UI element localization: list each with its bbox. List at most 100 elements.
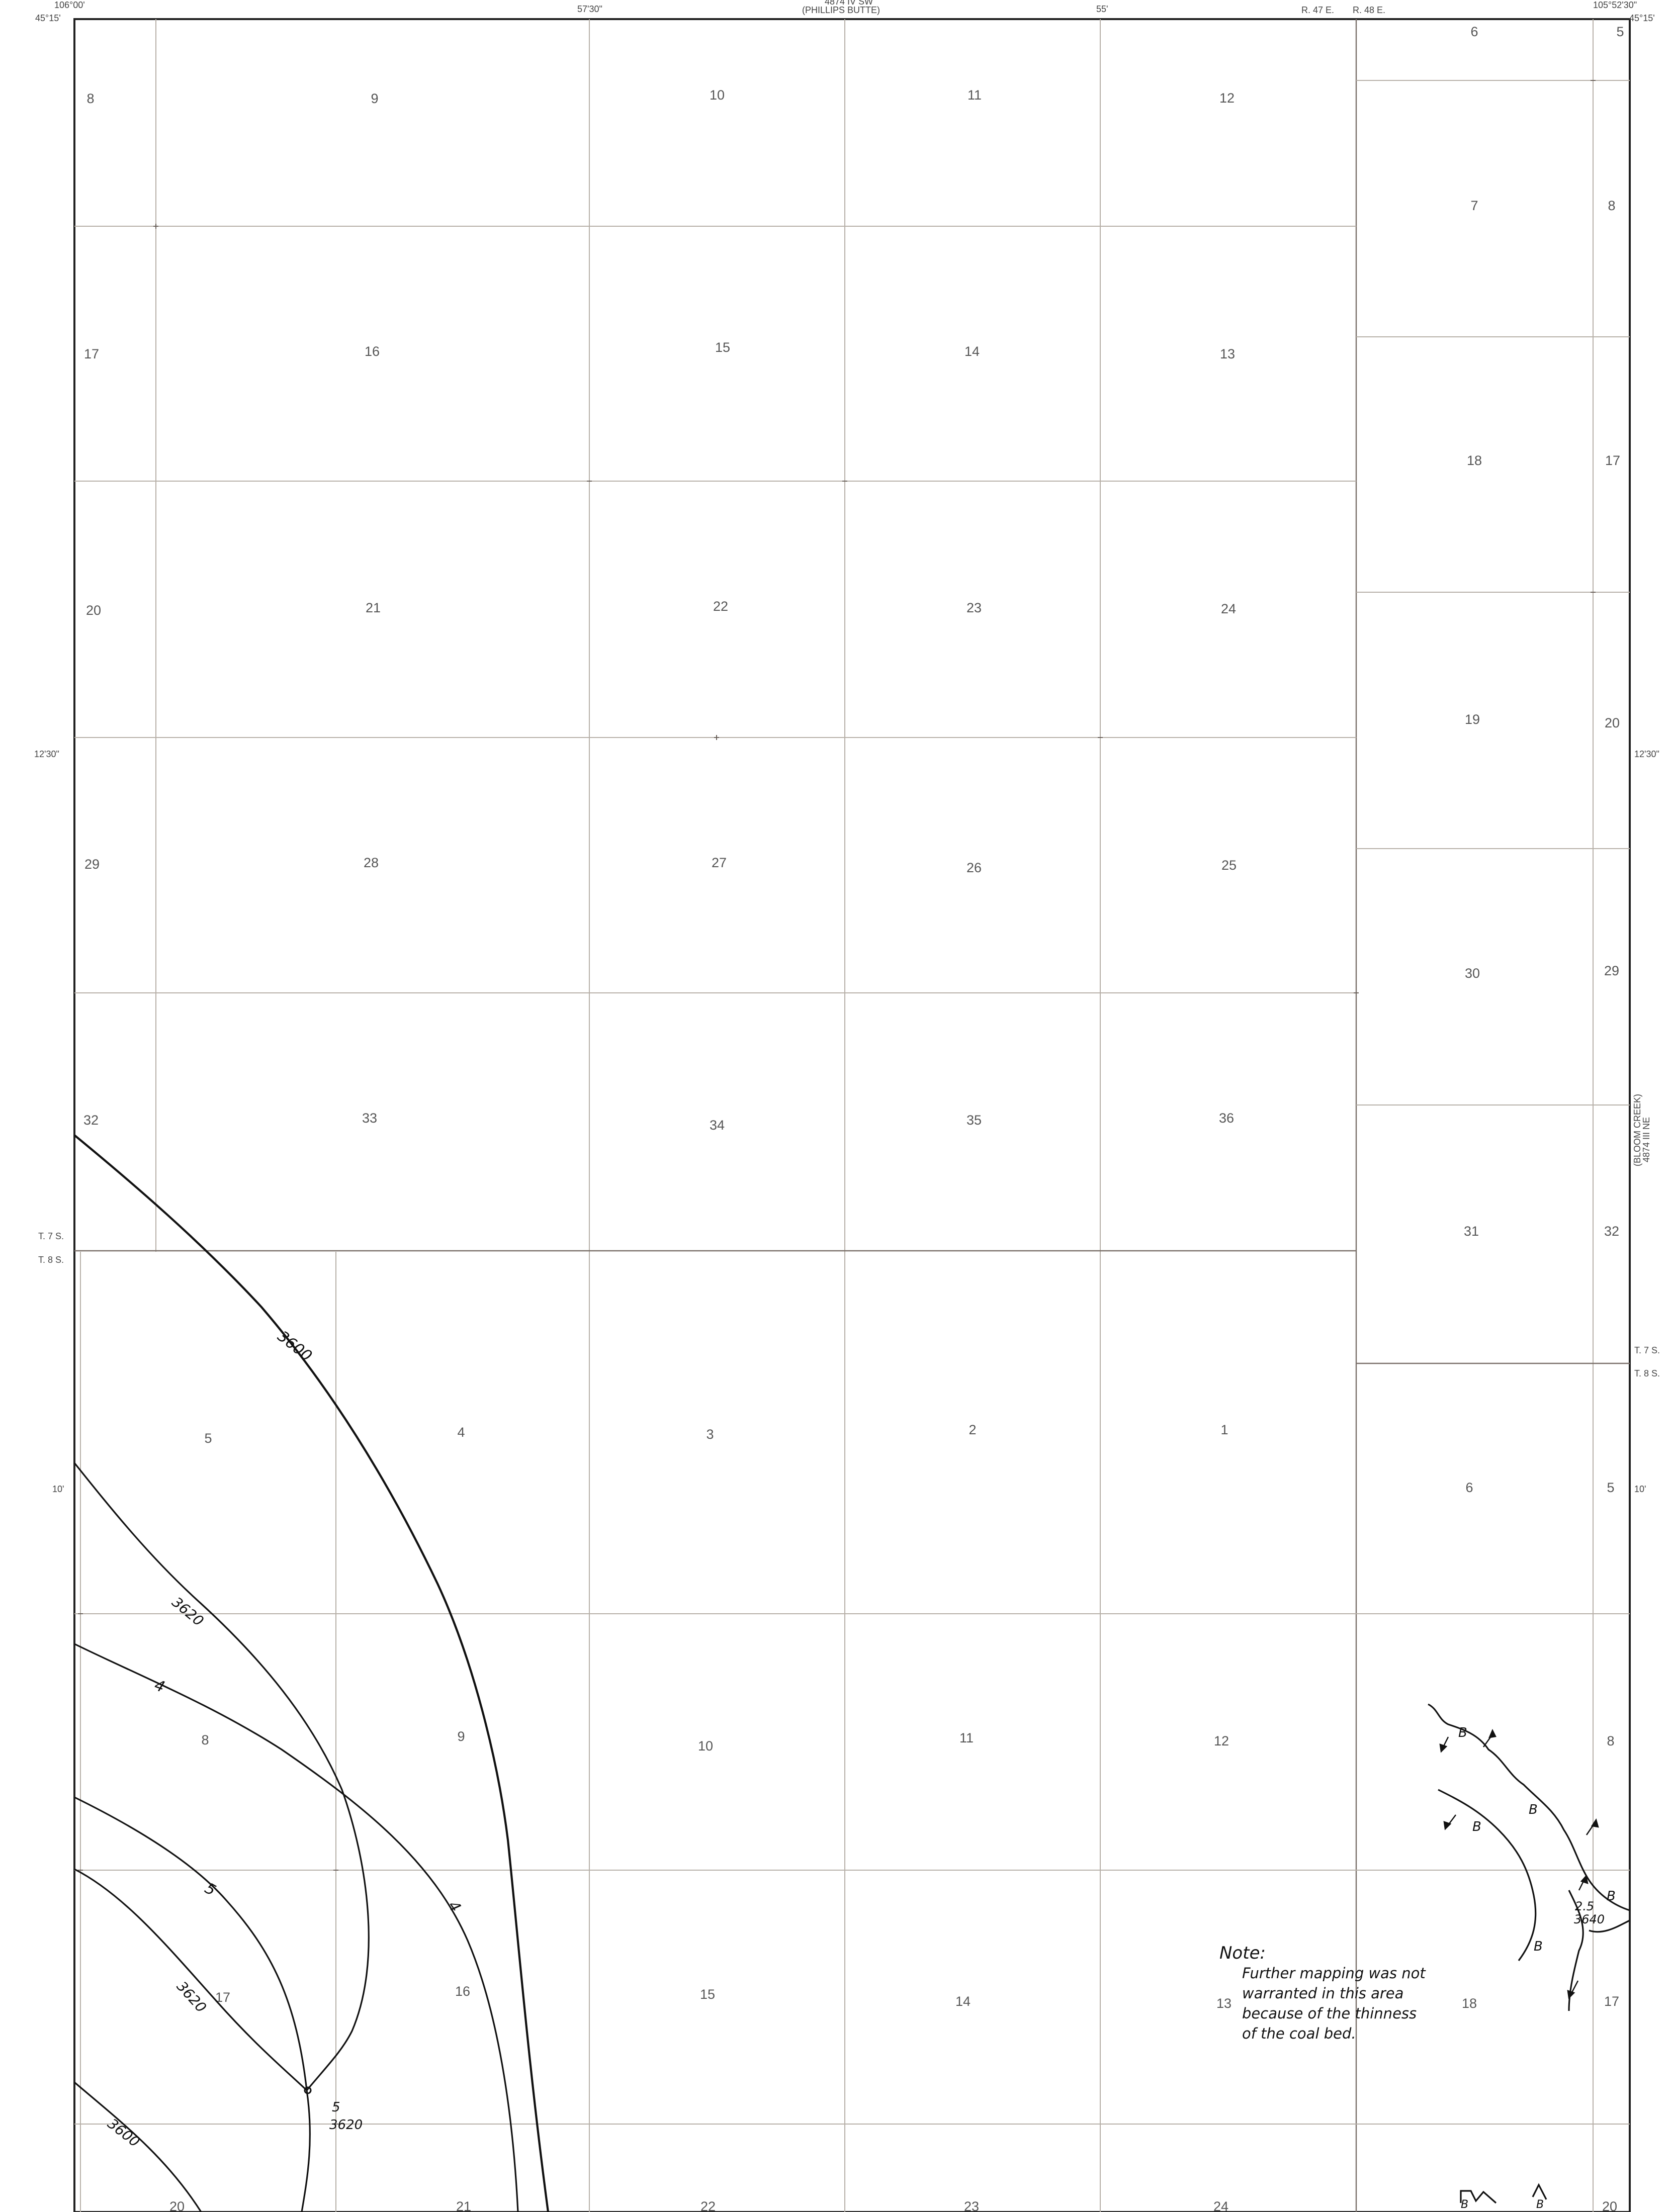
section-number-18a: 18: [1467, 453, 1482, 468]
section-number-22a: 22: [713, 599, 728, 614]
section-number-28a: 28: [364, 855, 379, 870]
section-number-11b: 11: [959, 1730, 974, 1745]
map-margin: 106°00' 45°15' 57'30" 4874 IV SW (PHILLI…: [34, 0, 1660, 1494]
section-number-15a: 15: [715, 340, 730, 355]
section-number-3b: 3: [706, 1427, 714, 1442]
lat-1230-right-label: 12'30": [1634, 749, 1659, 759]
contour-labels: 3600 3620 4 4 5 3620 3600 5 3620: [105, 1328, 464, 2151]
section-number-23a: 23: [966, 600, 982, 615]
drill-hole-symbol: [304, 2086, 312, 2094]
township-t7-right: T. 7 S.: [1634, 1345, 1660, 1355]
section-number-15b: 15: [700, 1987, 715, 2002]
outcrop-boundary: B B B B B B B 2.5 3640: [1428, 1703, 1630, 2211]
lat-top-left-label: 45°15': [35, 13, 61, 23]
lon-55-label: 55': [1096, 4, 1108, 14]
section-number-16a: 16: [365, 344, 380, 359]
section-number-6a: 6: [1470, 24, 1478, 39]
section-number-8d: 8: [1607, 1733, 1614, 1748]
section-number-22b: 22: [700, 2199, 716, 2212]
lon-left-label: 106°00': [54, 0, 85, 10]
section-number-17a: 17: [84, 346, 99, 361]
contour-label-3600-upper: 3600: [274, 1328, 315, 1365]
section-number-34a: 34: [710, 1118, 725, 1133]
section-number-20a: 20: [86, 603, 101, 618]
section-number-35a: 35: [966, 1113, 982, 1128]
section-number-12a: 12: [1219, 90, 1235, 106]
section-number-32a: 32: [83, 1113, 99, 1128]
township-t7-left: T. 7 S.: [38, 1231, 64, 1241]
range-48-label: R. 48 E.: [1353, 5, 1385, 15]
outcrop-marker-6: B: [1461, 2198, 1468, 2211]
drill-hole-thickness: 5: [332, 2100, 340, 2115]
section-number-19a: 19: [1465, 712, 1480, 727]
section-number-20c: 20: [169, 2199, 185, 2212]
note-line-2: warranted in this area: [1242, 1985, 1403, 2002]
section-number-24a: 24: [1221, 601, 1236, 616]
outcrop-marker-3: B: [1472, 1819, 1481, 1834]
section-number-10b: 10: [698, 1738, 713, 1754]
adjacent-top-code: 4874 IV SW: [825, 0, 873, 7]
section-number-27a: 27: [712, 855, 727, 870]
section-number-26a: 26: [966, 860, 982, 875]
section-number-14b: 14: [955, 1994, 971, 2009]
section-number-24b: 24: [1213, 2199, 1228, 2212]
lat-1230-left-label: 12'30": [34, 749, 59, 759]
outcrop-thickness: 2.5: [1575, 1899, 1594, 1913]
section-number-8a: 8: [86, 91, 94, 106]
outcrop-marker-2: B: [1529, 1802, 1538, 1817]
section-number-12b: 12: [1214, 1733, 1229, 1748]
section-number-9b: 9: [457, 1729, 465, 1744]
note-line-1: Further mapping was not: [1242, 1965, 1426, 1982]
section-number-21a: 21: [366, 600, 381, 615]
section-grid: [73, 18, 1631, 2212]
township-t8-right: T. 8 S.: [1634, 1368, 1660, 1378]
section-number-5a: 5: [1616, 24, 1624, 39]
section-number-17d: 17: [1604, 1994, 1619, 2009]
township-t8-left: T. 8 S.: [38, 1255, 64, 1265]
mapping-note: Note: Further mapping was not warranted …: [1219, 1943, 1426, 2042]
section-number-5b: 5: [204, 1431, 212, 1446]
section-number-1b: 1: [1220, 1422, 1228, 1437]
section-number-17b: 17: [1605, 453, 1620, 468]
outcrop-marker-1: B: [1458, 1725, 1467, 1740]
section-number-9a: 9: [371, 91, 378, 106]
section-number-8c: 8: [201, 1732, 209, 1747]
map-frame: [73, 18, 1631, 2212]
note-title: Note:: [1219, 1943, 1266, 1963]
section-number-33a: 33: [362, 1111, 377, 1126]
lon-right-label: 105°52'30": [1593, 0, 1637, 10]
section-number-30a: 30: [1465, 966, 1480, 981]
adjacent-top-name: (PHILLIPS BUTTE): [802, 5, 880, 15]
contour-lines: [73, 1134, 550, 2212]
outcrop-marker-5: B: [1534, 1939, 1543, 1954]
note-line-3: because of the thinness: [1242, 2005, 1417, 2022]
section-number-25a: 25: [1221, 858, 1237, 873]
section-number-32b: 32: [1604, 1224, 1619, 1239]
section-number-11a: 11: [967, 87, 982, 103]
adjacent-right-name: (BLOOM CREEK): [1632, 1094, 1642, 1166]
section-number-10a: 10: [710, 87, 725, 103]
section-number-20b: 20: [1605, 715, 1620, 730]
section-number-23b: 23: [964, 2199, 979, 2212]
section-number-13b: 13: [1216, 1996, 1231, 2011]
lat-top-right-label: 45°15': [1629, 13, 1655, 23]
section-number-36a: 36: [1219, 1111, 1234, 1126]
section-number-16b: 16: [455, 1984, 470, 1999]
range-47-label: R. 47 E.: [1301, 5, 1334, 15]
drill-hole-elevation: 3620: [329, 2117, 363, 2133]
outcrop-marker-4: B: [1607, 1889, 1616, 1904]
section-number-2b: 2: [969, 1422, 976, 1437]
section-number-18b: 18: [1462, 1996, 1477, 2011]
section-number-20d: 20: [1602, 2199, 1617, 2212]
section-number-29b: 29: [1604, 963, 1619, 978]
section-number-13a: 13: [1220, 346, 1235, 361]
section-number-8b: 8: [1608, 198, 1615, 213]
section-number-29a: 29: [84, 857, 100, 872]
section-number-14a: 14: [964, 344, 980, 359]
section-number-31a: 31: [1464, 1224, 1479, 1239]
adjacent-right-code: 4874 III NE: [1641, 1117, 1651, 1162]
contour-label-3620-lower: 3620: [173, 1978, 210, 2016]
section-number-21b: 21: [456, 2199, 471, 2212]
